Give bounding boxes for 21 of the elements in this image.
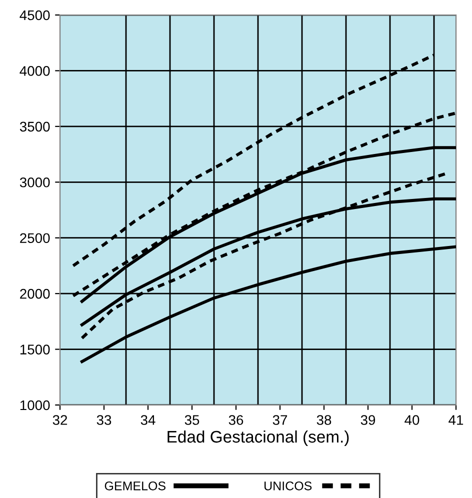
- y-tick-label: 4000: [20, 66, 50, 76]
- x-tick-label: 33: [96, 415, 112, 425]
- y-tick-label: 3500: [20, 122, 50, 132]
- x-tick-label: 41: [448, 415, 464, 425]
- x-tick-label: 39: [360, 415, 376, 425]
- x-axis-title: Edad Gestacional (sem.): [168, 430, 349, 446]
- legend-label: UNICOS: [264, 481, 312, 490]
- y-tick-label: 4500: [20, 10, 50, 20]
- y-tick-label: 1500: [20, 344, 50, 354]
- x-tick-label: 35: [184, 415, 200, 425]
- legend-label: GEMELOS: [104, 481, 166, 490]
- x-tick-label: 38: [316, 415, 332, 425]
- x-tick-label: 40: [404, 415, 420, 425]
- x-tick-label: 34: [140, 415, 156, 425]
- y-tick-label: 3000: [20, 177, 50, 188]
- y-tick-label: 2500: [20, 233, 50, 244]
- y-tick-label: 2000: [20, 288, 50, 299]
- y-tick-label: 1000: [20, 400, 50, 410]
- x-tick-label: 32: [52, 415, 68, 425]
- x-tick-label: 36: [228, 415, 244, 425]
- x-tick-label: 37: [272, 415, 288, 425]
